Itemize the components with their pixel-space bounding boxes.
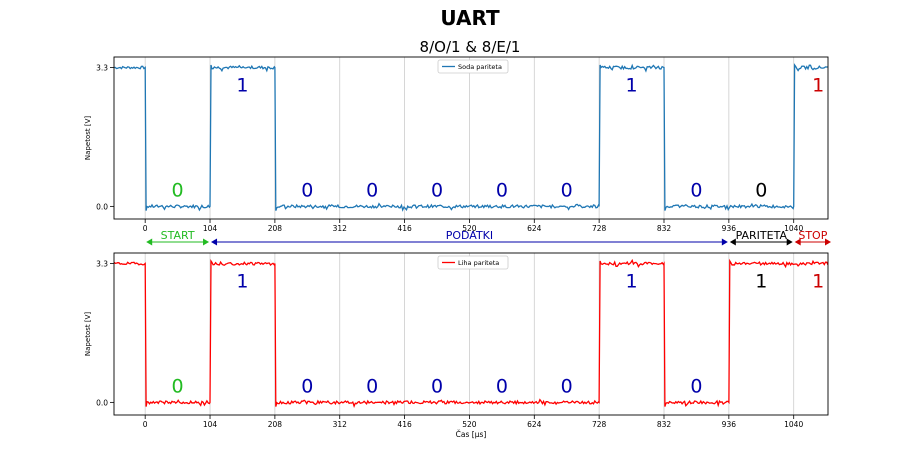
signal-line [114, 258, 828, 408]
axes-frame [113, 252, 829, 416]
bit-label: 1 [812, 271, 824, 293]
subplot-2: 0 104 208 312 416 520 624 728 832 936 1040 0.0 3.3 Na… [84, 252, 829, 439]
frame-podatki: PODATKI [211, 229, 728, 246]
bit-label: 0 [690, 179, 702, 201]
legend-label: Soda pariteta [458, 63, 502, 71]
x-tick-label: 832 [657, 224, 672, 233]
frame-label: STOP [798, 229, 827, 242]
x-tick-label: 208 [268, 420, 283, 429]
x-tick-label: 0 [143, 420, 148, 429]
frame-start: START [146, 229, 210, 246]
bit-label: 1 [236, 75, 248, 97]
legend-box [437, 59, 509, 74]
x-tick-label: 728 [592, 224, 607, 233]
frame-pariteta: PARITETA [729, 229, 793, 246]
legend-box [437, 255, 509, 270]
frame-label: PODATKI [446, 229, 493, 242]
x-tick-label: 520 [462, 224, 477, 233]
y-axis-label: Napetost [V] [84, 116, 92, 160]
bit-label: 0 [431, 375, 443, 397]
frame-label: START [161, 229, 195, 242]
x-tick-label: 416 [397, 224, 412, 233]
frame-arrow-left [146, 238, 153, 246]
bit-label: 0 [301, 179, 313, 201]
legend-label: Liha pariteta [458, 259, 499, 267]
axes-frame [113, 56, 829, 220]
x-tick-label: 416 [397, 420, 412, 429]
y-tick-label: 3.3 [96, 260, 108, 269]
x-tick-label: 1040 [784, 224, 803, 233]
x-tick-label: 624 [527, 420, 542, 429]
x-tick-label: 832 [657, 420, 672, 429]
x-tick-label: 104 [203, 420, 218, 429]
x-tick-label: 312 [333, 420, 348, 429]
bit-label: 0 [172, 375, 184, 397]
bit-label: 0 [366, 375, 378, 397]
frame-arrow-right [825, 238, 831, 246]
bit-label: 1 [812, 75, 824, 97]
figure-title: UART [440, 6, 500, 30]
x-tick-label: 312 [333, 224, 348, 233]
y-tick-label: 3.3 [96, 64, 108, 73]
frame-arrow-left [729, 238, 736, 246]
x-tick-label: 520 [462, 420, 477, 429]
signal-line [114, 62, 828, 212]
x-axis-label: Čas [μs] [456, 430, 487, 439]
x-tick-label: 936 [722, 420, 737, 429]
y-tick-label: 0.0 [96, 202, 108, 211]
bit-label: 0 [172, 179, 184, 201]
frame-arrow-right [203, 238, 210, 246]
frame-label: PARITETA [736, 229, 788, 242]
plots-group: 0 104 208 312 416 520 624 728 832 936 10400.03.3Na… [84, 56, 829, 439]
bit-label: 0 [496, 375, 508, 397]
x-tick-label: 0 [143, 224, 148, 233]
x-tick-label: 1040 [784, 420, 803, 429]
bit-label: 0 [690, 375, 702, 397]
bit-label: 0 [301, 375, 313, 397]
frame-arrow-left [211, 238, 218, 246]
y-tick-label: 0.0 [96, 398, 108, 407]
bit-label: 0 [496, 179, 508, 201]
x-tick-label: 624 [527, 224, 542, 233]
bit-label: 0 [755, 179, 767, 201]
figure-subtitle: 8/O/1 & 8/E/1 [420, 38, 521, 56]
x-tick-label: 104 [203, 224, 218, 233]
bit-label: 0 [561, 179, 573, 201]
bit-label: 0 [431, 179, 443, 201]
x-tick-label: 208 [268, 224, 283, 233]
bit-label: 0 [366, 179, 378, 201]
y-axis-label: Napetost [V] [84, 312, 92, 356]
bit-label: 0 [561, 375, 573, 397]
subplot-1: 0 104 208 312 416 520 624 728 832 936 1040 0.0 3.3 Na… [84, 56, 829, 233]
bit-label: 1 [236, 271, 248, 293]
frame-arrow-left [794, 238, 801, 246]
bit-label: 1 [626, 271, 638, 293]
bit-label: 1 [626, 75, 638, 97]
x-tick-label: 728 [592, 420, 607, 429]
bit-label: 1 [755, 271, 767, 293]
x-tick-label: 936 [722, 224, 737, 233]
frame-arrow-right [721, 238, 728, 246]
frame-arrow-right [786, 238, 793, 246]
frame-stop: STOP [794, 229, 831, 246]
frame-labels: START PODATKI PARITETA STOP [146, 229, 831, 246]
